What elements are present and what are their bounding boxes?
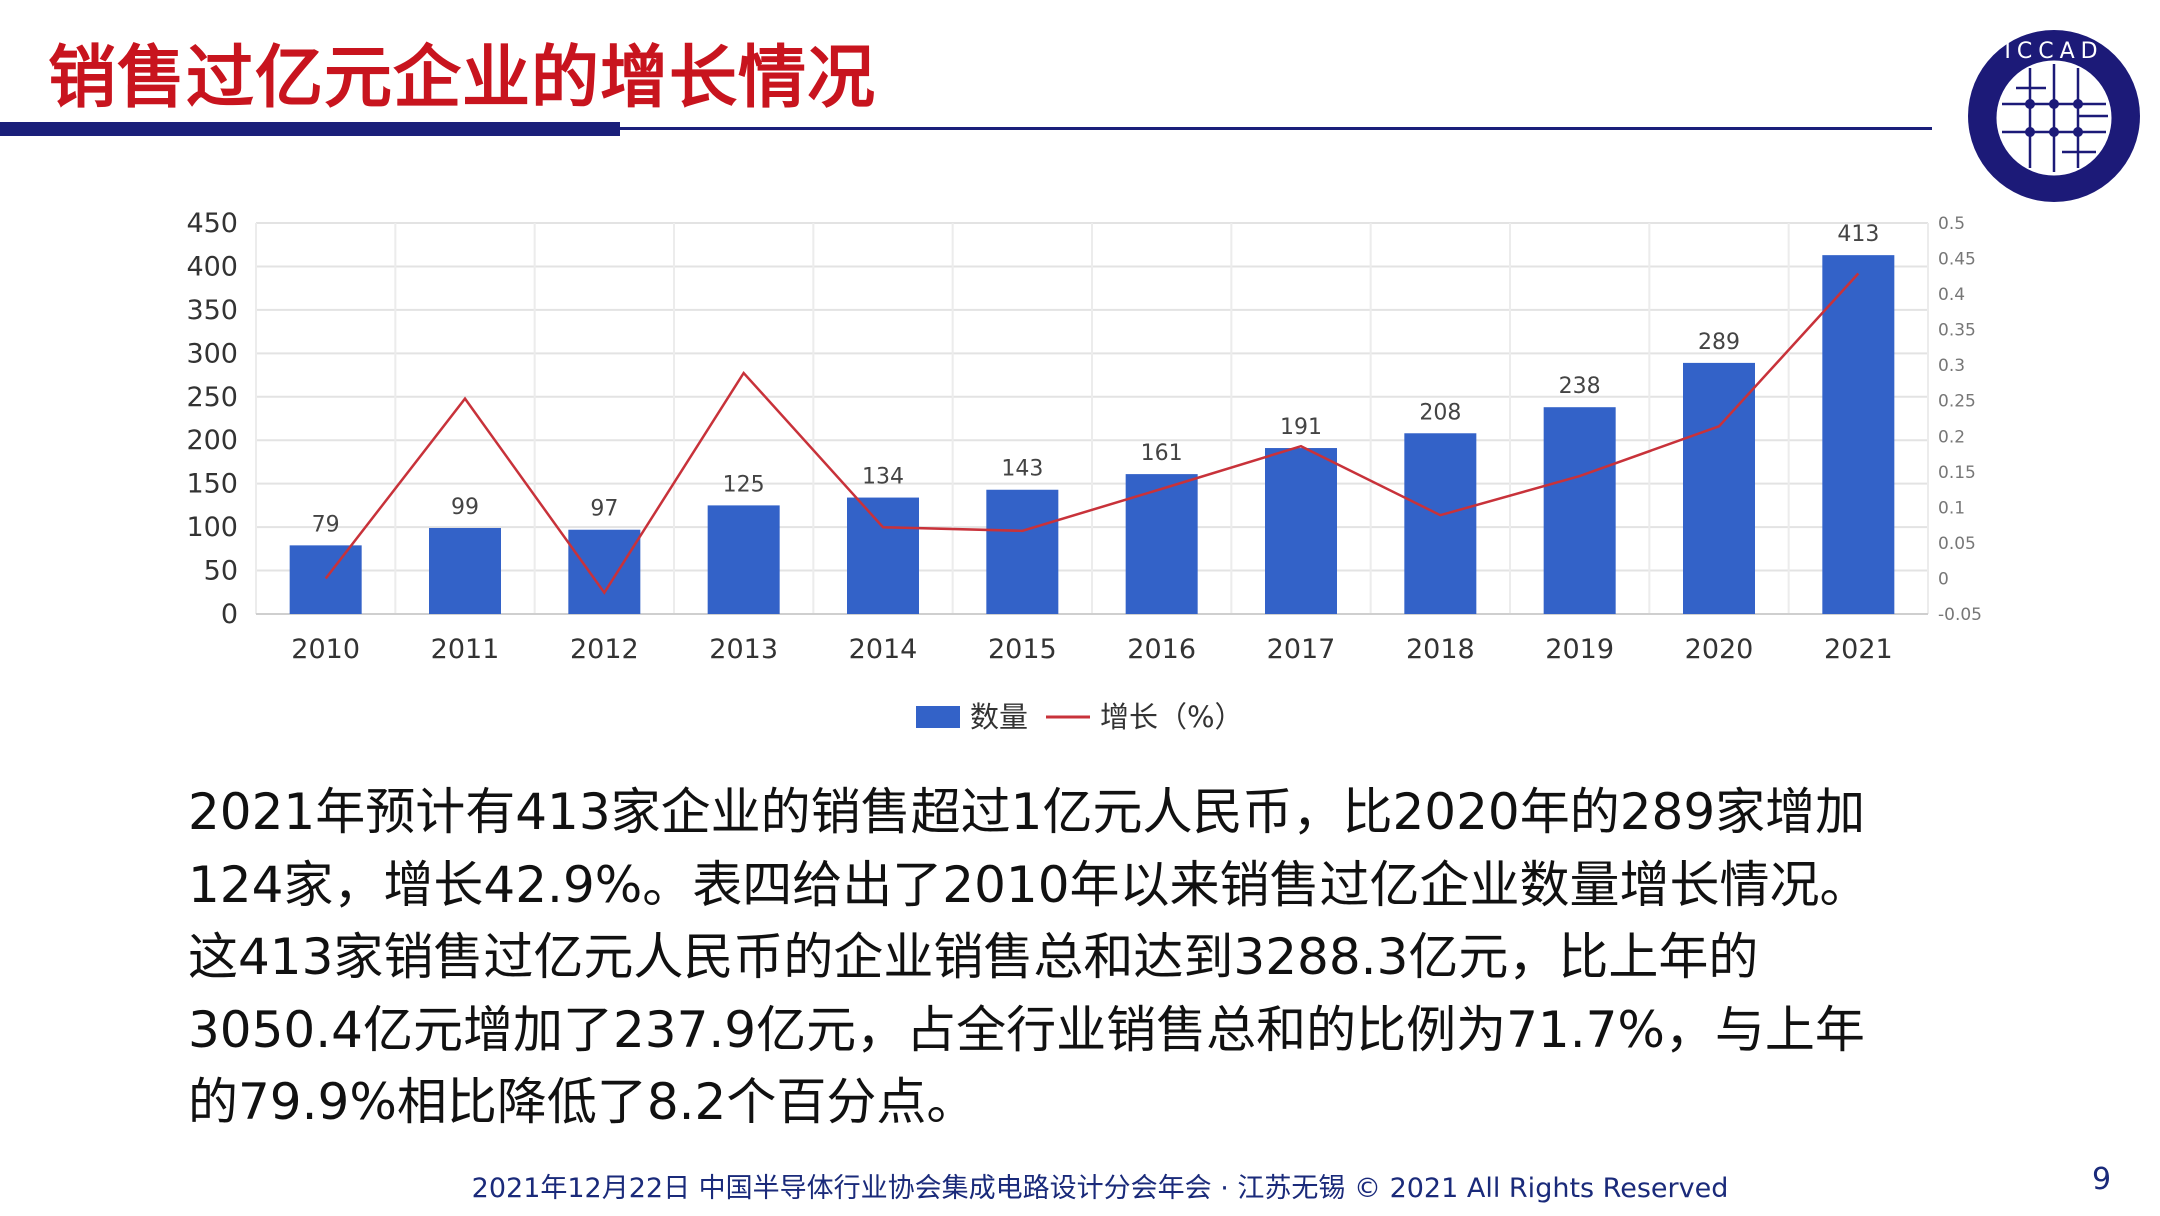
- bar-data-label: 191: [1280, 415, 1322, 440]
- iccad-logo: ICCAD: [1968, 30, 2140, 202]
- left-axis-tick: 450: [186, 208, 238, 239]
- x-axis-tick: 2013: [709, 634, 778, 665]
- bar: [1822, 255, 1895, 614]
- x-axis-tick: 2011: [431, 634, 500, 665]
- right-axis-tick: 0.3: [1938, 356, 1965, 376]
- right-axis-tick: 0.05: [1938, 534, 1976, 554]
- x-axis-tick: 2012: [570, 634, 639, 665]
- bar-data-label: 143: [1001, 457, 1043, 482]
- right-axis-tick: 0: [1938, 569, 1949, 589]
- svg-text:ICCAD: ICCAD: [2004, 39, 2103, 64]
- legend-swatch-bar: [916, 706, 960, 728]
- bar-data-label: 125: [723, 472, 765, 497]
- right-axis-tick: 0.35: [1938, 321, 1976, 341]
- bar-data-label: 97: [590, 497, 618, 522]
- paragraph-line: 的79.9%相比降低了8.2个百分点。: [188, 1073, 977, 1131]
- bar-data-label: 238: [1559, 374, 1601, 399]
- left-axis-tick: 200: [186, 425, 238, 456]
- growth-line: [324, 272, 1860, 595]
- left-axis-tick: 0: [221, 599, 238, 630]
- bar: [1543, 407, 1616, 614]
- legend-label-line: 增长（%）: [1100, 700, 1244, 734]
- right-axis-tick: -0.05: [1938, 605, 1982, 625]
- paragraph-line: 2021年预计有413家企业的销售超过1亿元人民币，比2020年的289家增加: [188, 783, 1866, 841]
- title-underline-thick: [0, 122, 620, 136]
- x-axis-tick: 2021: [1824, 634, 1893, 665]
- x-axis-tick: 2015: [988, 634, 1057, 665]
- left-axis-tick: 300: [186, 338, 238, 369]
- left-axis-tick: 150: [186, 469, 238, 500]
- x-axis-tick: 2014: [849, 634, 918, 665]
- bar: [289, 545, 362, 614]
- bar: [1125, 474, 1198, 614]
- right-axis-tick: 0.45: [1938, 250, 1976, 270]
- bar: [986, 489, 1059, 614]
- paragraph-line: 124家，增长42.9%。表四给出了2010年以来销售过亿企业数量增长情况。: [188, 855, 1870, 914]
- paragraph-line: 这413家销售过亿元人民币的企业销售总和达到3288.3亿元，比上年的: [188, 928, 1759, 986]
- bar: [1404, 433, 1477, 614]
- bar-data-label: 289: [1698, 330, 1740, 355]
- bar-data-label: 208: [1419, 400, 1461, 425]
- x-axis-tick: 2020: [1685, 634, 1754, 665]
- body-paragraph: 2021年预计有413家企业的销售超过1亿元人民币，比2020年的289家增加 …: [188, 776, 1870, 1139]
- bar: [847, 497, 919, 614]
- x-axis-tick: 2018: [1406, 634, 1475, 665]
- bar: [1683, 362, 1755, 614]
- slide-title: 销售过亿元企业的增长情况: [48, 39, 877, 118]
- footer: 2021年12月22日 中国半导体行业协会集成电路设计分会年会 · 江苏无锡 ©…: [471, 1173, 1729, 1204]
- bar: [1265, 448, 1337, 614]
- bar: [568, 529, 641, 614]
- bar-data-label: 413: [1837, 222, 1879, 247]
- right-axis-tick: 0.1: [1938, 498, 1965, 518]
- title-underline-thin: [600, 127, 1932, 130]
- x-axis-tick: 2016: [1127, 634, 1196, 665]
- bar-data-label: 79: [312, 512, 340, 537]
- left-axis-tick: 50: [204, 556, 238, 587]
- left-axis-tick: 400: [186, 251, 238, 282]
- right-axis-tick: 0.25: [1938, 392, 1976, 412]
- bar: [707, 505, 780, 614]
- bar-data-label: 99: [451, 495, 479, 520]
- right-axis-tick: 0.15: [1938, 463, 1976, 483]
- x-axis-tick: 2010: [291, 634, 360, 665]
- right-axis-tick: 0.4: [1938, 285, 1965, 305]
- legend-label-bar: 数量: [970, 700, 1028, 734]
- bar: [429, 527, 501, 614]
- page-number: 9: [2092, 1162, 2112, 1197]
- x-axis-tick: 2017: [1267, 634, 1336, 665]
- x-axis-tick: 2019: [1545, 634, 1614, 665]
- paragraph-line: 3050.4亿元增加了237.9亿元，占全行业销售总和的比例为71.7%，与上年: [188, 1000, 1865, 1059]
- right-axis-tick: 0.5: [1938, 214, 1965, 234]
- right-axis-tick: 0.2: [1938, 427, 1965, 447]
- left-axis-tick: 250: [186, 382, 238, 413]
- bar-data-label: 161: [1141, 441, 1183, 466]
- chart: 0 50 100 150 200 250 300 350 400 450 -0.05 0 0.05 0.1…: [186, 208, 1982, 734]
- left-axis-tick: 350: [186, 295, 238, 326]
- left-axis-tick: 100: [186, 512, 238, 543]
- bar-data-label: 134: [862, 465, 904, 490]
